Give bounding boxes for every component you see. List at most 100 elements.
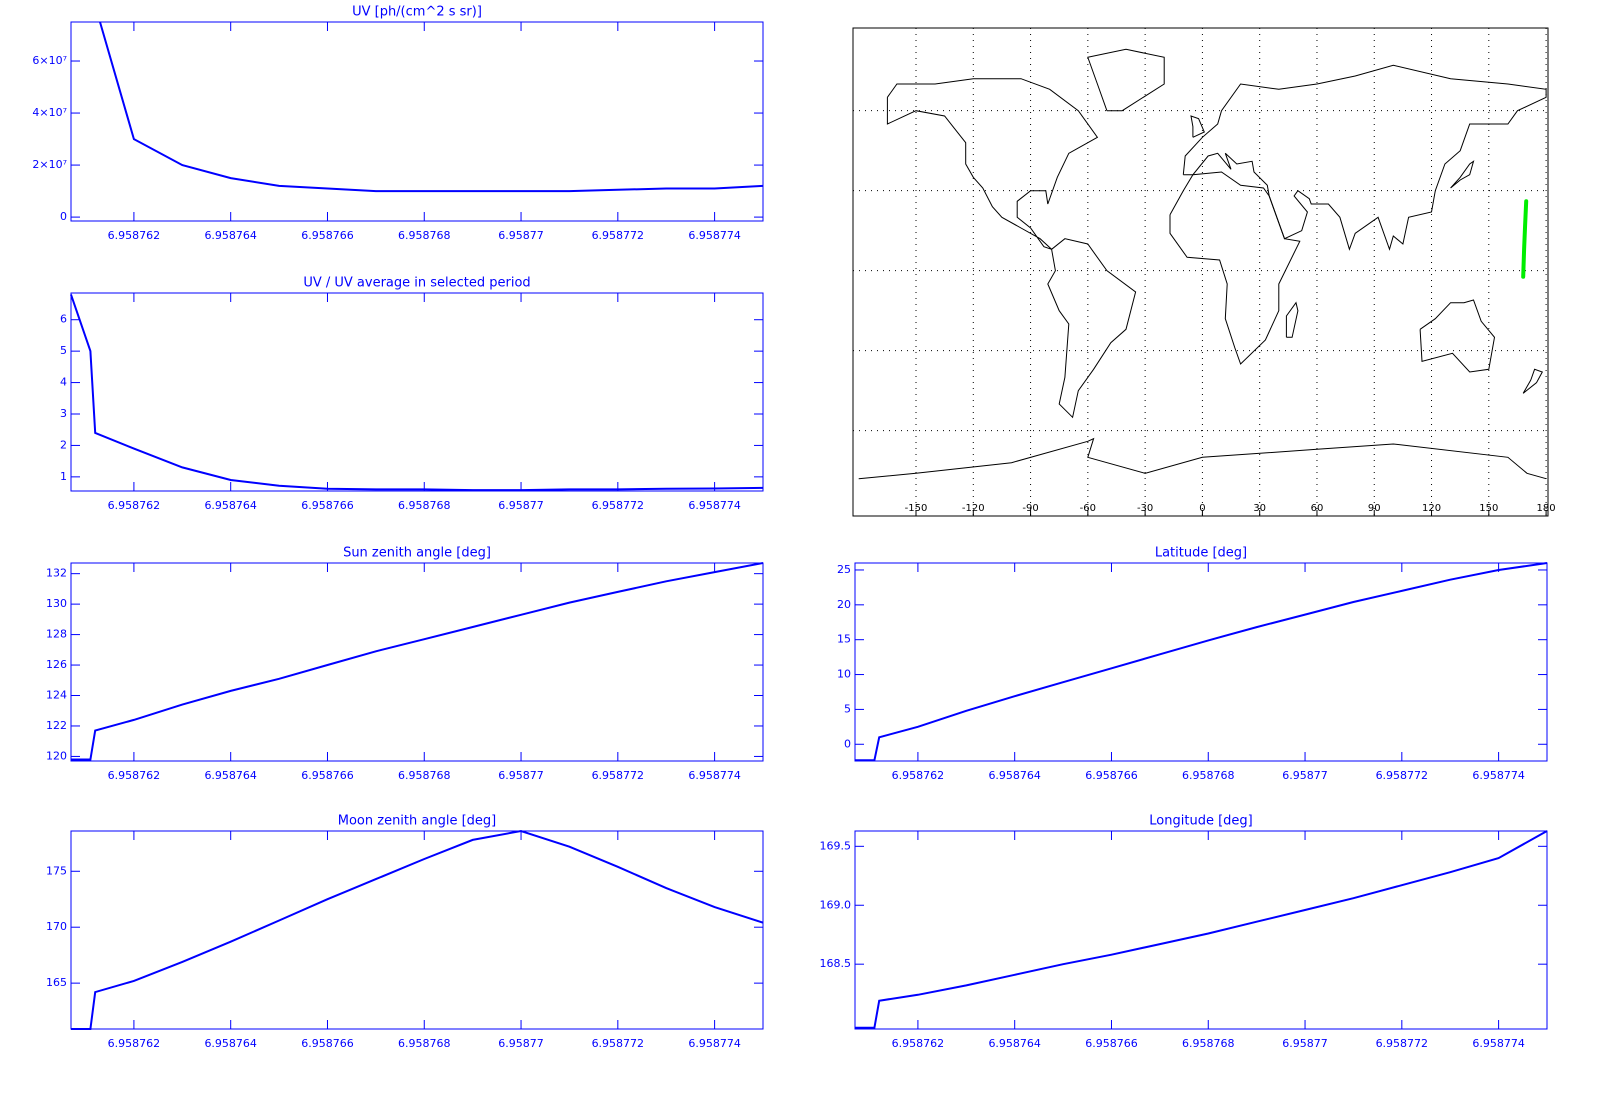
- y-tick-label: 5: [60, 344, 67, 357]
- x-tick-label: 6.958768: [1182, 769, 1235, 782]
- plot-frame: [854, 830, 1548, 1030]
- x-tick-label: 6.95877: [498, 499, 544, 512]
- x-tick-label: 6.95877: [1282, 1037, 1328, 1050]
- plot-frame: [854, 562, 1548, 762]
- y-tick-label: 2: [60, 438, 67, 451]
- x-tick-label: 6.958762: [108, 229, 161, 242]
- map-frame: [852, 27, 1549, 517]
- chart-title: UV / UV average in selected period: [303, 276, 530, 291]
- chart-title: UV [ph/(cm^2 s sr)]: [352, 5, 482, 20]
- x-tick-label: 0: [1199, 503, 1205, 514]
- data-line: [855, 830, 1548, 1029]
- coastline: [1087, 48, 1165, 112]
- x-tick-label: 6.958762: [892, 769, 945, 782]
- data-line: [99, 21, 764, 193]
- y-tick-label: 130: [46, 597, 67, 610]
- y-tick-label: 4: [60, 376, 67, 389]
- x-tick-label: 6.958772: [592, 499, 645, 512]
- x-tick-label: 6.958774: [688, 1037, 741, 1050]
- y-tick-label: 175: [46, 864, 67, 877]
- x-tick-label: 6.958768: [398, 769, 451, 782]
- y-tick-label: 1: [60, 470, 67, 483]
- x-tick-label: 60: [1311, 503, 1324, 514]
- plot-frame: [70, 830, 764, 1030]
- x-tick-label: 6.958764: [204, 229, 257, 242]
- x-tick-label: 6.958772: [1376, 769, 1429, 782]
- chart-title: Moon zenith angle [deg]: [338, 814, 496, 829]
- y-tick-label: 0: [60, 210, 67, 223]
- x-tick-label: 6.958764: [204, 1037, 257, 1050]
- y-tick-label: 132: [46, 567, 67, 580]
- y-tick-label: 2×10⁷: [32, 158, 67, 171]
- x-tick-label: -60: [1080, 503, 1096, 514]
- x-tick-label: 180: [1537, 503, 1556, 514]
- x-tick-label: 6.958774: [688, 499, 741, 512]
- x-tick-label: 6.958772: [592, 229, 645, 242]
- chart-title: Latitude [deg]: [1155, 546, 1247, 561]
- y-tick-label: 20: [837, 598, 851, 611]
- coastline: [1522, 368, 1544, 394]
- x-tick-label: 6.958768: [398, 1037, 451, 1050]
- x-tick-label: 6.958766: [301, 1037, 354, 1050]
- x-tick-label: -120: [962, 503, 985, 514]
- data-line: [71, 562, 764, 761]
- x-tick-label: 6.958772: [1376, 1037, 1429, 1050]
- y-tick-label: 3: [60, 407, 67, 420]
- orbit-track: [1521, 199, 1529, 279]
- x-tick-label: 6.95877: [498, 769, 544, 782]
- x-tick-label: 6.958774: [688, 769, 741, 782]
- x-tick-label: -150: [905, 503, 928, 514]
- x-tick-label: 6.958764: [988, 769, 1041, 782]
- y-tick-label: 120: [46, 749, 67, 762]
- x-tick-label: 6.958762: [108, 499, 161, 512]
- x-tick-label: 6.958762: [108, 1037, 161, 1050]
- x-tick-label: 6.95877: [1282, 769, 1328, 782]
- x-tick-label: 6.958766: [301, 499, 354, 512]
- chart-title: Sun zenith angle [deg]: [343, 546, 491, 561]
- y-tick-label: 169.0: [820, 898, 852, 911]
- y-tick-label: 165: [46, 976, 67, 989]
- x-tick-label: -30: [1137, 503, 1153, 514]
- data-line: [855, 562, 1548, 762]
- coastline: [1169, 171, 1301, 365]
- x-tick-label: 6.958772: [592, 1037, 645, 1050]
- x-tick-label: 6.958768: [398, 499, 451, 512]
- coastline: [886, 78, 1099, 250]
- y-tick-label: 10: [837, 668, 851, 681]
- x-tick-label: 6.958774: [688, 229, 741, 242]
- y-tick-label: 5: [844, 702, 851, 715]
- coastline: [1285, 301, 1299, 338]
- y-tick-label: 6×10⁷: [32, 54, 67, 67]
- chart-title: Longitude [deg]: [1149, 814, 1252, 829]
- plot-frame: [70, 292, 764, 492]
- coastline: [1182, 64, 1547, 251]
- x-tick-label: 6.958762: [108, 769, 161, 782]
- y-tick-label: 126: [46, 658, 67, 671]
- x-tick-label: -90: [1022, 503, 1038, 514]
- coastline: [1047, 238, 1137, 419]
- y-tick-label: 122: [46, 719, 67, 732]
- x-tick-label: 6.95877: [498, 229, 544, 242]
- x-tick-label: 120: [1422, 503, 1441, 514]
- x-tick-label: 6.958768: [398, 229, 451, 242]
- x-tick-label: 150: [1479, 503, 1498, 514]
- x-tick-label: 90: [1368, 503, 1381, 514]
- y-tick-label: 25: [837, 563, 851, 576]
- x-tick-label: 6.958766: [1085, 1037, 1138, 1050]
- y-tick-label: 169.5: [820, 839, 852, 852]
- y-tick-label: 170: [46, 920, 67, 933]
- x-tick-label: 6.958762: [892, 1037, 945, 1050]
- y-tick-label: 168.5: [820, 957, 852, 970]
- x-tick-label: 6.958766: [1085, 769, 1138, 782]
- x-tick-label: 6.958774: [1472, 1037, 1525, 1050]
- data-line: [71, 829, 764, 1030]
- coastline: [858, 437, 1547, 480]
- data-line: [70, 294, 764, 492]
- x-tick-label: 6.958764: [204, 769, 257, 782]
- x-tick-label: 6.958764: [204, 499, 257, 512]
- plot-frame: [70, 21, 764, 222]
- plot-frame: [70, 562, 764, 762]
- x-tick-label: 6.958766: [301, 229, 354, 242]
